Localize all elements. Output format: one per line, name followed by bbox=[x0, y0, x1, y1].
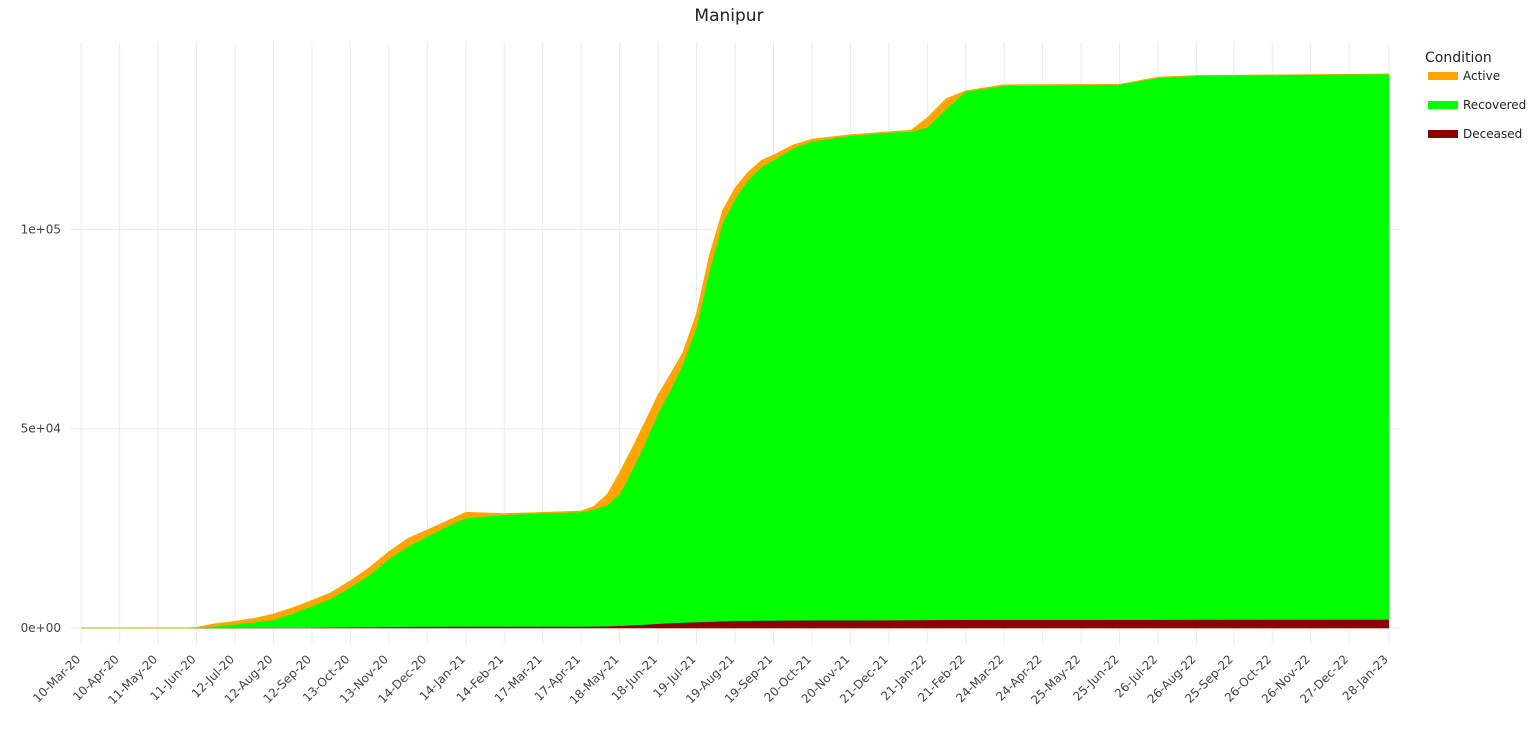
y-tick-label: 0e+00 bbox=[21, 621, 61, 635]
legend-label-recovered: Recovered bbox=[1463, 98, 1526, 112]
chart-title: Manipur bbox=[694, 6, 763, 26]
legend: Condition Active Recovered Deceased bbox=[1425, 50, 1526, 141]
y-tick-label: 5e+04 bbox=[21, 422, 61, 436]
legend-title: Condition bbox=[1425, 50, 1492, 66]
legend-label-deceased: Deceased bbox=[1463, 127, 1522, 141]
y-tick-label: 1e+05 bbox=[21, 222, 61, 236]
legend-swatch-deceased bbox=[1428, 130, 1458, 138]
legend-swatch-recovered bbox=[1428, 101, 1458, 109]
legend-label-active: Active bbox=[1463, 69, 1500, 83]
legend-swatch-active bbox=[1428, 72, 1458, 80]
area-active bbox=[81, 73, 1390, 629]
area-layer bbox=[81, 73, 1390, 629]
